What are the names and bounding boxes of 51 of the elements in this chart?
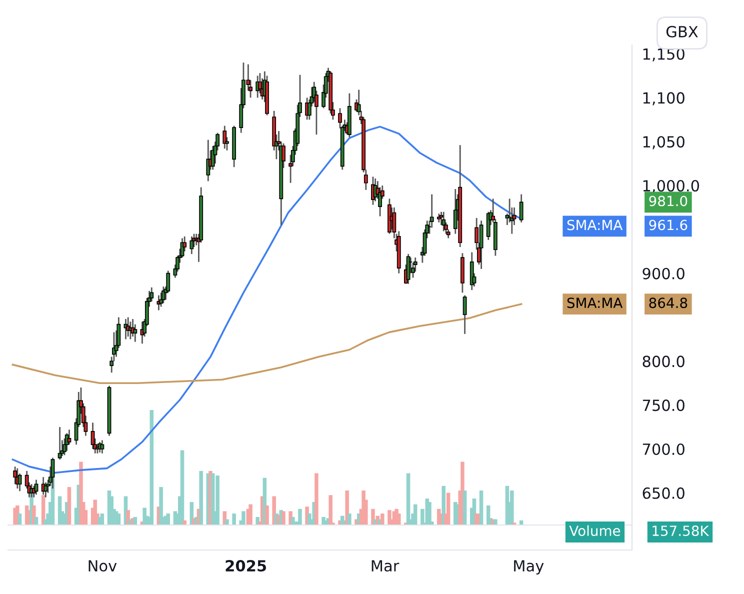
line-series — [12, 303, 522, 384]
y-tick-label: 1,050 — [643, 136, 684, 150]
text: 961.6 — [649, 220, 688, 230]
y-axis-title: GBX — [666, 26, 698, 38]
bar — [298, 508, 302, 525]
x-tick-label: 2025 — [226, 560, 266, 572]
y-tick-label: 1,100 — [643, 92, 684, 106]
bar — [348, 514, 352, 525]
bar — [462, 490, 467, 525]
bar — [446, 492, 450, 525]
y-tick-label: 700.0 — [642, 443, 684, 456]
bar — [67, 487, 72, 525]
candlestick — [190, 236, 194, 255]
y-tick-label: 800.0 — [642, 356, 684, 368]
candlestick — [519, 194, 524, 224]
x-tick-label: May — [514, 560, 544, 575]
bar — [180, 450, 184, 525]
text: 981.0 — [649, 196, 688, 206]
bar — [182, 520, 186, 525]
bar — [479, 490, 484, 525]
y-tick-label: 750.0 — [642, 400, 684, 412]
bar — [232, 514, 236, 525]
candlestick — [462, 294, 467, 335]
bar — [314, 473, 318, 525]
bar — [242, 511, 246, 525]
bar — [265, 505, 269, 525]
legend-label: SMA:MA — [567, 298, 623, 308]
y-tick-label: 1,000.0 — [643, 180, 700, 194]
bar — [328, 495, 332, 525]
y-tick-label: 650.0 — [642, 487, 684, 499]
candlestick — [470, 252, 474, 291]
bar — [225, 519, 229, 525]
candlestick — [222, 125, 227, 150]
x-tick-label: Mar — [372, 560, 400, 572]
text: 864.8 — [649, 298, 688, 308]
bar — [166, 514, 170, 525]
bar — [413, 504, 418, 525]
bar — [159, 487, 163, 525]
bar — [282, 511, 286, 525]
candlestick — [100, 440, 104, 454]
candlestick — [150, 286, 154, 302]
bar — [248, 504, 252, 525]
legend-label: SMA:MA — [567, 220, 623, 230]
bar — [199, 470, 203, 525]
text: 157.58K — [652, 526, 710, 536]
candlestick — [34, 479, 38, 496]
bar — [428, 502, 432, 525]
candlestick — [13, 466, 18, 485]
x-tick-label: Nov — [88, 560, 117, 572]
text: Volume — [569, 525, 620, 536]
y-tick-label: 900.0 — [642, 268, 684, 280]
